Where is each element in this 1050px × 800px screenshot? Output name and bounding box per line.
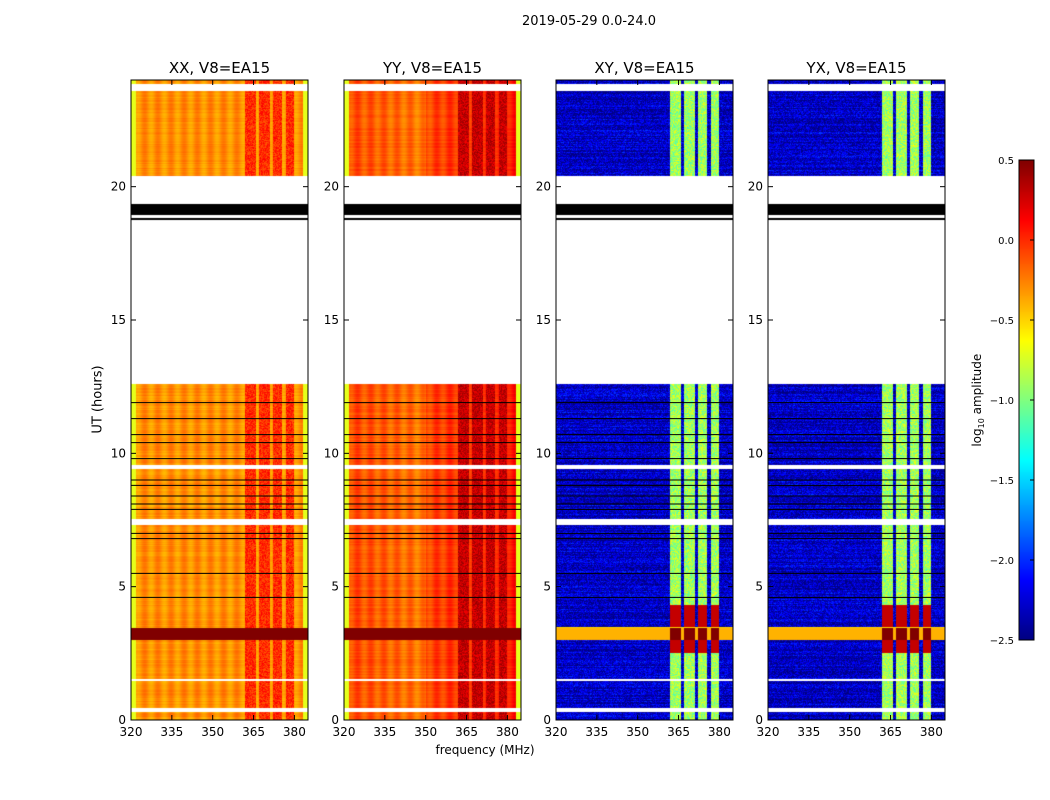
panel-title: XY, V8=EA15 [594,59,695,77]
x-tick-label: 365 [242,725,265,739]
colorbar-tick-label: −1.0 [990,396,1014,407]
y-tick-label: 15 [748,313,763,327]
x-tick-label: 335 [585,725,608,739]
heatmap-yy [344,80,521,720]
y-tick-label: 10 [536,446,551,460]
x-tick-label: 380 [708,725,731,739]
y-tick-label: 20 [748,180,763,194]
y-tick-label: 20 [324,180,339,194]
x-tick-label: 335 [160,725,183,739]
x-tick-label: 365 [667,725,690,739]
y-tick-label: 0 [331,713,339,727]
y-tick-label: 15 [111,313,126,327]
x-tick-label: 365 [879,725,902,739]
axes-frame [555,79,734,721]
colorbar-tick-label: 0.0 [998,236,1014,247]
x-tick-label: 380 [920,725,943,739]
axes-frame [767,79,946,721]
y-tick-label: 10 [748,446,763,460]
x-tick-label: 350 [838,725,861,739]
axes-frame [130,79,309,721]
y-tick-label: 15 [324,313,339,327]
x-axis-label: frequency (MHz) [435,743,535,757]
panel-title: YY, V8=EA15 [382,59,483,77]
y-tick-label: 20 [111,180,126,194]
x-tick-label: 380 [283,725,306,739]
colorbar-tick-label: −1.5 [990,476,1014,487]
y-tick-label: 5 [755,580,763,594]
y-tick-label: 5 [331,580,339,594]
x-tick-label: 335 [373,725,396,739]
colorbar [1019,160,1034,640]
axes-frame [343,79,522,721]
panel-title: YX, V8=EA15 [806,59,907,77]
x-tick-label: 320 [333,725,356,739]
x-tick-label: 350 [414,725,437,739]
colorbar-tick-label: −2.0 [990,556,1014,567]
y-tick-label: 10 [111,446,126,460]
y-tick-label: 0 [118,713,126,727]
heatmap-yx [768,80,945,720]
y-tick-label: 10 [324,446,339,460]
x-tick-label: 380 [496,725,519,739]
y-tick-label: 15 [536,313,551,327]
figure-title: 2019-05-29 0.0-24.0 [522,14,656,29]
colorbar-tick-label: −2.5 [990,636,1014,647]
x-tick-label: 320 [120,725,143,739]
panel-title: XX, V8=EA15 [168,59,271,77]
x-tick-label: 320 [757,725,780,739]
x-tick-label: 350 [201,725,224,739]
heatmap-xy [556,80,733,720]
y-tick-label: 0 [755,713,763,727]
x-tick-label: 350 [626,725,649,739]
y-tick-label: 0 [543,713,551,727]
y-tick-label: 5 [118,580,126,594]
y-tick-label: 20 [536,180,551,194]
y-tick-label: 5 [543,580,551,594]
colorbar-tick-label: 0.5 [998,156,1014,167]
x-tick-label: 320 [545,725,568,739]
x-tick-label: 335 [797,725,820,739]
heatmap-xx [131,80,308,720]
x-tick-label: 365 [455,725,478,739]
colorbar-tick-label: −0.5 [990,316,1014,327]
